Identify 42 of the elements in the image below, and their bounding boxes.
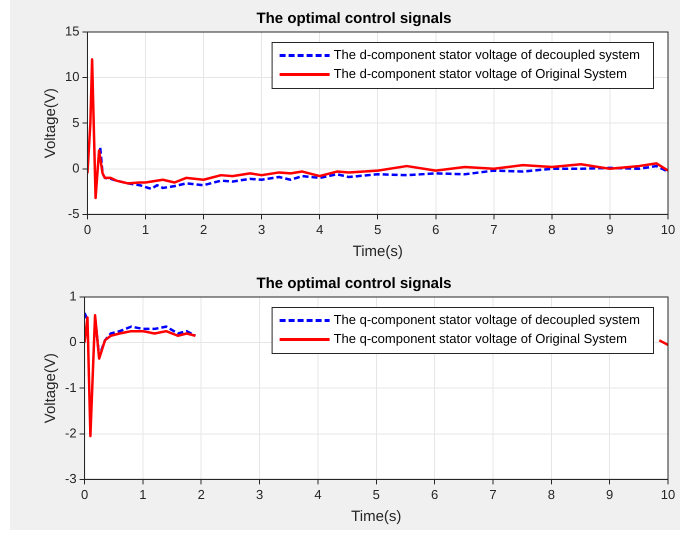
legend-label: The q-component stator voltage of decoupled system — [334, 312, 640, 328]
y-tick-label: 10 — [64, 69, 80, 84]
x-tick-label: 4 — [316, 222, 324, 237]
y-axis-title: Voltage(V) — [42, 88, 60, 158]
legend-label: The d-component stator voltage of decoupled system — [334, 47, 640, 62]
x-axis-title: Time(s) — [352, 243, 403, 260]
x-tick-label: 4 — [314, 486, 322, 502]
y-tick-label: 0 — [69, 334, 77, 350]
x-tick-label: 2 — [200, 222, 208, 237]
x-tick-label: 8 — [548, 486, 555, 502]
y-tick-label: -3 — [64, 470, 77, 486]
x-tick-label: 10 — [660, 222, 676, 237]
y-tick-label: -2 — [64, 425, 77, 440]
x-tick-label: 1 — [139, 486, 147, 502]
chart-title: The optimal control signals — [256, 10, 452, 28]
x-tick-label: 10 — [660, 486, 676, 502]
x-tick-label: 7 — [489, 486, 497, 502]
x-tick-label: 1 — [142, 222, 150, 237]
x-tick-label: 9 — [606, 486, 614, 502]
y-axis-title: Voltage(V) — [42, 353, 60, 424]
x-tick-label: 6 — [431, 486, 438, 502]
x-tick-label: 0 — [84, 222, 92, 237]
x-tick-label: 7 — [490, 222, 498, 237]
x-tick-label: 2 — [198, 486, 205, 502]
y-tick-label: -5 — [68, 206, 80, 221]
y-tick-label: 15 — [64, 24, 80, 39]
x-tick-label: 3 — [258, 222, 266, 237]
y-tick-label: 1 — [69, 288, 77, 304]
y-tick-label: -1 — [64, 380, 77, 395]
x-axis-title: Time(s) — [351, 508, 402, 526]
x-tick-label: 5 — [374, 222, 382, 237]
chart-title: The optimal control signals — [256, 275, 452, 292]
x-tick-label: 3 — [256, 486, 264, 502]
x-tick-label: 9 — [606, 222, 614, 237]
y-tick-label: 5 — [72, 114, 80, 130]
series-label: The q-component stator voltage of Original System — [334, 331, 627, 346]
legend-label: The d-component stator voltage of Original System — [334, 66, 627, 82]
x-tick-label: 8 — [548, 222, 556, 237]
y-tick-label: 0 — [72, 160, 80, 176]
x-tick-label: 6 — [432, 222, 440, 237]
x-tick-label: 5 — [372, 486, 380, 502]
line-series — [98, 146, 668, 190]
